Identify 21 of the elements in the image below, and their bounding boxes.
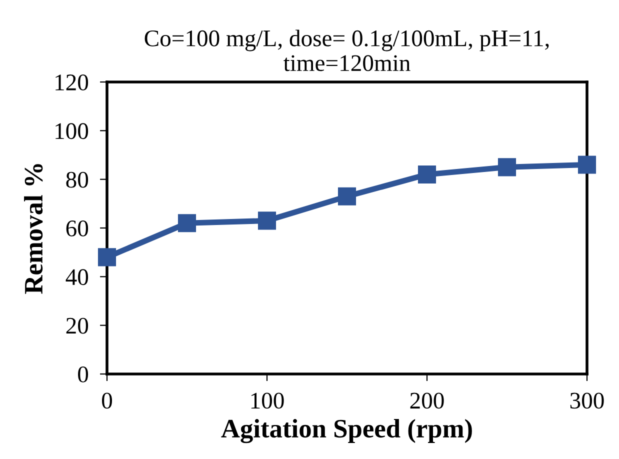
point bbox=[578, 156, 596, 174]
x-axis-title: Agitation Speed (rpm) bbox=[221, 419, 472, 444]
x-tick-label: 0 bbox=[102, 392, 112, 409]
y-axis-title: Removal % bbox=[24, 164, 43, 294]
y-tick-label: 20 bbox=[66, 318, 88, 334]
x-tick-label: 300 bbox=[570, 392, 604, 409]
point bbox=[258, 212, 276, 230]
chart-title: Co=100 mg/L, dose= 0.1g/100mL, pH=11, time=120min bbox=[144, 30, 549, 72]
y-tick-label: 60 bbox=[66, 220, 88, 236]
x-tick-label: 100 bbox=[251, 392, 284, 409]
point bbox=[98, 248, 116, 266]
y-tick-label: 80 bbox=[66, 172, 88, 188]
x-tick-label: 200 bbox=[410, 392, 444, 409]
y-tick-label: 100 bbox=[56, 123, 88, 140]
point bbox=[338, 187, 356, 206]
y-tick-label: 0 bbox=[78, 366, 88, 382]
y-tick-label: 120 bbox=[56, 74, 88, 90]
point bbox=[498, 158, 516, 176]
y-tick-label: 40 bbox=[66, 269, 88, 286]
point bbox=[418, 165, 436, 184]
point bbox=[178, 214, 196, 232]
